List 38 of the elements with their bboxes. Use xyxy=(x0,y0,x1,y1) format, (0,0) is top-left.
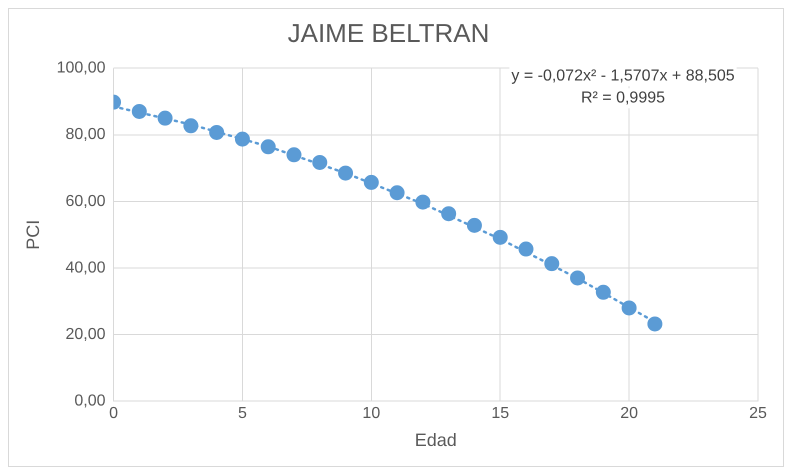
y-tick-label: 80,00 xyxy=(65,126,106,144)
point xyxy=(390,185,405,200)
annotation: y = -0,072x² - 1,5707x + 88,505 xyxy=(511,68,735,85)
point xyxy=(466,218,482,233)
point xyxy=(492,230,508,245)
y-tick-label: 40,00 xyxy=(65,259,106,276)
y-tick-label: 60,00 xyxy=(65,192,106,210)
x-axis-title: Edad xyxy=(414,430,457,450)
point xyxy=(415,194,430,210)
y-axis-title: PCI xyxy=(22,220,43,250)
x-tick-label: 15 xyxy=(491,405,510,422)
point xyxy=(570,270,586,286)
point xyxy=(234,132,250,147)
x-tick-label: 5 xyxy=(238,405,247,422)
point xyxy=(338,166,354,181)
point xyxy=(518,242,534,257)
x-tick-label: 25 xyxy=(749,405,767,422)
point xyxy=(622,300,637,316)
point xyxy=(209,124,224,140)
point xyxy=(544,256,560,272)
point xyxy=(158,110,173,126)
point xyxy=(364,174,379,190)
point xyxy=(286,147,302,162)
x-tick-label: 20 xyxy=(620,405,638,422)
point xyxy=(312,154,328,170)
point xyxy=(183,118,198,134)
y-tick-label: 0,00 xyxy=(74,392,106,410)
point xyxy=(647,316,662,332)
annotation: R² = 0,9995 xyxy=(580,90,666,107)
y-tick-label: 20,00 xyxy=(65,326,106,344)
chart-title: JAIME BELTRAN xyxy=(288,18,490,48)
point xyxy=(260,139,276,154)
x-tick-label: 0 xyxy=(109,405,118,422)
x-tick-label: 10 xyxy=(362,405,380,422)
point xyxy=(132,104,147,119)
y-tick-label: 100,00 xyxy=(56,60,106,77)
point xyxy=(441,206,456,222)
point xyxy=(596,284,611,300)
